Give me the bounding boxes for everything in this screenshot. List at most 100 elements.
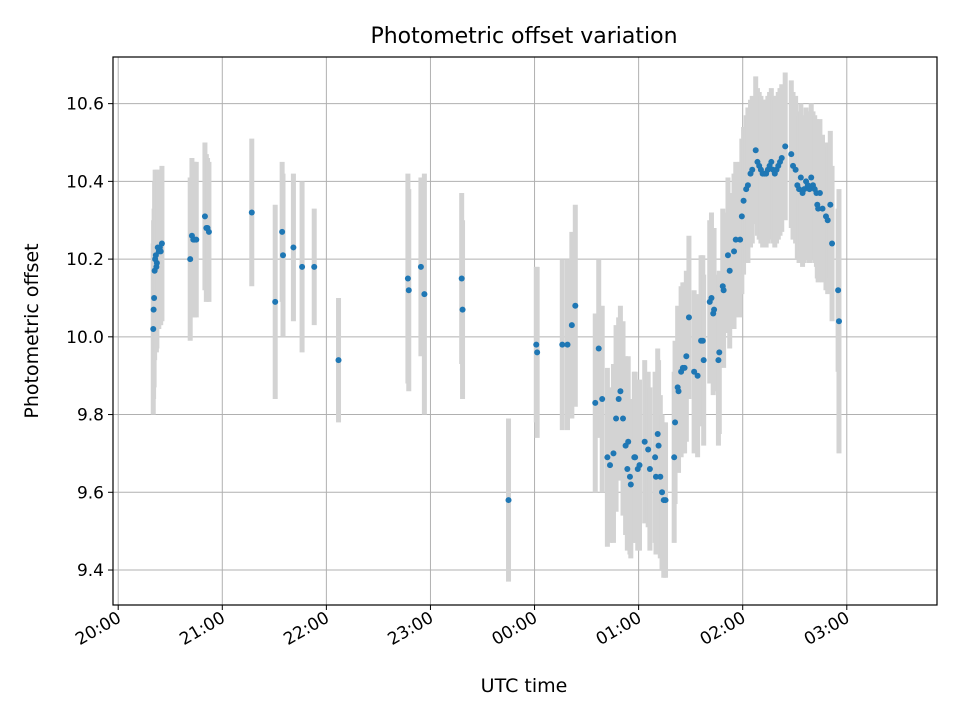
x-tick-label: 01:00 xyxy=(593,608,645,650)
x-axis-ticks: 20:00 21:00 22:00 23:00 00:00 01:00 02:00 03:00 xyxy=(72,605,853,650)
data-point xyxy=(782,143,789,150)
data-point xyxy=(806,186,813,193)
data-point xyxy=(716,349,723,356)
data-point xyxy=(724,252,731,259)
data-point xyxy=(624,465,631,472)
y-tick-label: 10.4 xyxy=(66,172,104,192)
y-tick-label: 9.6 xyxy=(77,483,104,503)
y-tick-label: 10.6 xyxy=(66,95,104,115)
chart-title: Photometric offset variation xyxy=(370,24,677,49)
data-point xyxy=(595,345,602,352)
data-point xyxy=(715,357,722,364)
data-point xyxy=(151,294,158,301)
y-tick-label: 10.2 xyxy=(66,250,104,270)
data-point xyxy=(808,174,815,181)
data-point xyxy=(737,236,744,243)
data-point xyxy=(625,438,632,445)
data-point xyxy=(691,368,698,375)
data-point xyxy=(534,349,541,356)
data-point xyxy=(150,326,157,333)
data-point xyxy=(731,248,738,255)
data-point xyxy=(797,174,804,181)
data-point xyxy=(604,454,611,461)
data-point xyxy=(654,430,661,437)
data-point xyxy=(187,256,194,263)
data-point xyxy=(646,465,653,472)
data-point xyxy=(744,182,751,189)
data-point xyxy=(505,497,512,504)
data-point xyxy=(279,228,286,235)
data-point xyxy=(819,205,826,212)
data-points xyxy=(150,143,842,504)
data-point xyxy=(657,473,664,480)
data-point xyxy=(193,236,200,243)
data-point xyxy=(626,473,633,480)
data-point xyxy=(681,364,688,371)
data-point xyxy=(404,275,411,282)
data-point xyxy=(827,201,834,208)
data-point xyxy=(564,341,571,348)
data-point xyxy=(835,318,842,325)
x-tick-label: 03:00 xyxy=(801,608,853,650)
data-point xyxy=(778,155,785,162)
data-point xyxy=(792,166,799,173)
data-point xyxy=(720,287,727,294)
data-point xyxy=(248,209,255,216)
data-point xyxy=(613,415,620,422)
y-tick-label: 9.8 xyxy=(77,406,104,426)
data-point xyxy=(752,147,759,154)
x-axis-label: UTC time xyxy=(481,675,568,697)
data-point xyxy=(768,158,775,165)
data-point xyxy=(290,244,297,251)
data-point xyxy=(738,213,745,220)
data-point xyxy=(568,322,575,329)
data-point xyxy=(610,450,617,457)
data-point xyxy=(272,298,279,305)
data-point xyxy=(572,302,579,309)
data-point xyxy=(796,186,803,193)
data-point xyxy=(335,357,342,364)
data-point xyxy=(824,217,831,224)
data-point xyxy=(685,314,692,321)
data-point xyxy=(311,263,318,270)
data-point xyxy=(632,454,639,461)
data-point xyxy=(592,399,599,406)
data-point xyxy=(659,489,666,496)
data-point xyxy=(641,438,648,445)
y-axis-label: Photometric offset xyxy=(21,243,43,418)
data-point xyxy=(749,166,756,173)
x-tick-label: 22:00 xyxy=(280,608,332,650)
x-tick-label: 20:00 xyxy=(72,608,124,650)
data-point xyxy=(201,213,208,220)
data-point xyxy=(683,353,690,360)
x-tick-label: 02:00 xyxy=(697,608,749,650)
data-point xyxy=(652,454,659,461)
data-point xyxy=(617,388,624,395)
data-point xyxy=(599,396,606,403)
data-point xyxy=(405,287,412,294)
x-tick-label: 00:00 xyxy=(489,608,541,650)
data-point xyxy=(816,190,823,197)
data-point xyxy=(280,252,287,259)
error-bars xyxy=(150,72,842,582)
data-point xyxy=(627,481,634,488)
data-point xyxy=(299,263,306,270)
data-point xyxy=(740,197,747,204)
data-point xyxy=(788,151,795,158)
data-point xyxy=(655,442,662,449)
y-tick-label: 9.4 xyxy=(77,561,104,581)
data-point xyxy=(620,415,627,422)
data-point xyxy=(533,341,540,348)
data-point xyxy=(726,267,733,274)
data-point xyxy=(801,186,808,193)
data-point xyxy=(732,236,739,243)
data-point xyxy=(711,306,718,313)
data-point xyxy=(458,275,465,282)
data-point xyxy=(417,263,424,270)
data-point xyxy=(675,388,682,395)
data-point xyxy=(645,446,652,453)
x-tick-label: 23:00 xyxy=(385,608,437,650)
data-point xyxy=(615,396,622,403)
x-tick-label: 21:00 xyxy=(176,608,228,650)
